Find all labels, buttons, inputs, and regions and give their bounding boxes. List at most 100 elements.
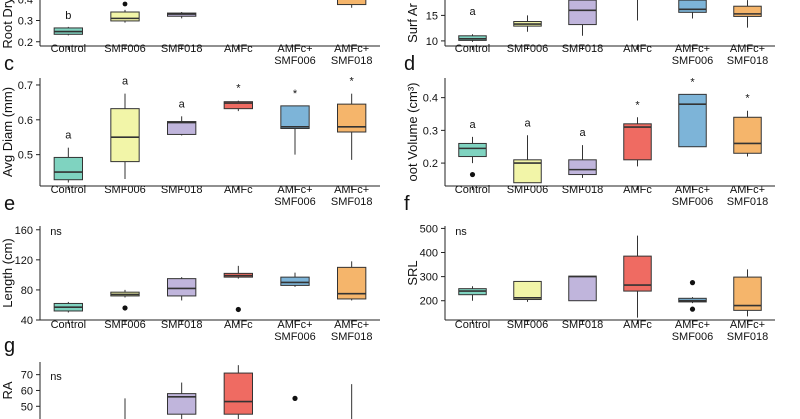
x-tick-label: SMF006 — [672, 331, 714, 343]
x-tick-label: SMF018 — [331, 331, 373, 343]
outlier-point — [292, 395, 298, 401]
x-tick-label: AMFc+ — [334, 43, 369, 55]
significance-label: * — [293, 88, 298, 100]
x-tick-label: AMFc+ — [675, 184, 710, 196]
x-tick-label: SMF006 — [672, 196, 714, 208]
box-smf018 — [167, 393, 197, 415]
x-tick-label: AMFc+ — [277, 319, 312, 331]
y-tick-label: 120 — [15, 255, 33, 267]
x-tick-label: SMF006 — [104, 184, 146, 196]
x-tick-label: AMFc+ — [675, 43, 710, 55]
significance-label: a — [179, 98, 186, 110]
x-tick-label: SMF018 — [727, 196, 769, 208]
x-tick-label: SMF006 — [507, 184, 549, 196]
x-tick-label: SMF006 — [274, 196, 316, 208]
x-tick-label: SMF006 — [672, 55, 714, 67]
y-axis-label: oot Volume (cm³) — [405, 83, 420, 182]
y-tick-label: 200 — [420, 296, 438, 308]
x-tick-label: Control — [51, 184, 86, 196]
x-tick-label: AMFc+ — [730, 43, 765, 55]
box-amfc-smf006 — [280, 105, 310, 130]
x-tick-label: Control — [455, 43, 490, 55]
outlier-point — [689, 306, 696, 312]
box-smf006 — [513, 159, 542, 184]
x-tick-label: Control — [51, 43, 86, 55]
y-tick-label: 80 — [21, 285, 33, 297]
x-tick-label: SMF006 — [274, 55, 316, 67]
significance-label: a — [469, 119, 476, 131]
y-tick-label: 50 — [21, 401, 33, 413]
significance-label: a — [524, 117, 531, 129]
box-smf006 — [513, 280, 542, 301]
significance-label: * — [690, 76, 695, 88]
box-amfc-smf018 — [337, 0, 367, 6]
box-amfc-smf018 — [733, 116, 762, 154]
y-axis-label: Length (cm) — [0, 238, 15, 307]
y-tick-label: 400 — [420, 248, 438, 260]
y-axis-label: Surf Ar — [405, 2, 420, 42]
panel-label: g — [4, 335, 15, 357]
x-tick-label: Control — [51, 319, 86, 331]
x-tick-label: AMFc — [224, 319, 253, 331]
outlier-point — [235, 306, 241, 313]
box-control — [53, 156, 84, 181]
significance-label: a — [65, 130, 72, 142]
box-smf018 — [568, 159, 597, 176]
x-tick-label: AMFc — [623, 319, 652, 331]
x-tick-label: AMFc+ — [334, 319, 369, 331]
x-tick-label: Control — [455, 319, 490, 331]
significance-label: a — [579, 127, 586, 139]
box-amfc-smf018 — [733, 5, 762, 17]
box-smf018 — [568, 0, 597, 26]
panel-label: c — [4, 53, 14, 75]
box-amfc — [623, 123, 652, 161]
x-tick-label: SMF018 — [161, 43, 203, 55]
x-tick-label: AMFc — [623, 43, 652, 55]
x-tick-label: SMF006 — [104, 319, 146, 331]
y-tick-label: 10 — [426, 36, 438, 48]
y-tick-label: 60 — [21, 385, 33, 397]
box-smf018 — [568, 275, 597, 302]
x-tick-label: SMF006 — [274, 331, 316, 343]
x-tick-label: SMF018 — [727, 331, 769, 343]
box-amfc-smf006 — [678, 93, 707, 148]
y-tick-label: 0.7 — [18, 80, 33, 92]
x-tick-label: SMF006 — [507, 319, 549, 331]
x-tick-label: Control — [455, 184, 490, 196]
outlier-point — [689, 280, 696, 286]
x-tick-label: AMFc+ — [277, 43, 312, 55]
y-tick-label: 0.3 — [423, 125, 438, 137]
box-smf006 — [110, 11, 140, 22]
x-tick-label: SMF018 — [562, 184, 604, 196]
panel-label: e — [4, 193, 15, 215]
x-tick-label: AMFc+ — [730, 184, 765, 196]
y-tick-label: 0.4 — [423, 93, 438, 105]
x-tick-label: SMF006 — [507, 43, 549, 55]
y-tick-label: 300 — [420, 272, 438, 284]
x-tick-label: AMFc+ — [277, 184, 312, 196]
x-tick-label: SMF018 — [331, 196, 373, 208]
box-control — [458, 142, 487, 158]
x-tick-label: AMFc+ — [334, 184, 369, 196]
x-tick-label: SMF018 — [161, 319, 203, 331]
significance-label: * — [635, 99, 640, 111]
significance-label: a — [469, 6, 476, 18]
significance-label: * — [236, 83, 241, 95]
significance-label: * — [745, 93, 750, 105]
y-tick-label: 15 — [426, 10, 438, 22]
box-amfc-smf006 — [280, 276, 310, 286]
x-tick-label: SMF018 — [161, 184, 203, 196]
significance-label: b — [65, 10, 71, 22]
y-tick-label: 500 — [420, 223, 438, 235]
x-tick-label: SMF018 — [562, 43, 604, 55]
significance-label: ns — [50, 226, 62, 238]
x-tick-label: AMFc — [623, 184, 652, 196]
box-smf006 — [110, 108, 140, 163]
box-amfc — [223, 101, 254, 110]
y-tick-label: 160 — [15, 225, 33, 237]
box-smf018 — [167, 121, 197, 135]
significance-label: ns — [50, 371, 62, 383]
y-tick-label: 0.2 — [18, 37, 33, 49]
y-axis-label: SRL — [405, 260, 420, 285]
outlier-point — [122, 1, 128, 7]
